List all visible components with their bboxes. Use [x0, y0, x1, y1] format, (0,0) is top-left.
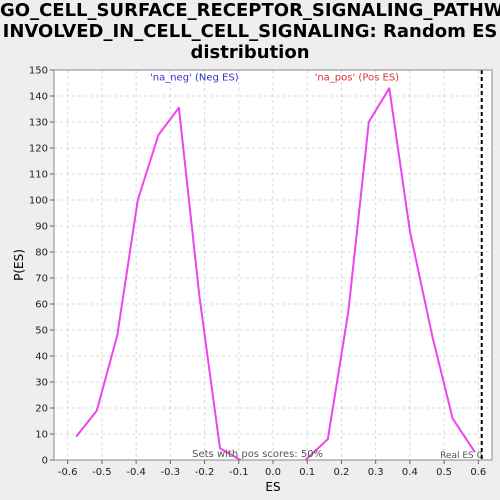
x-tick-label: 0.0: [265, 467, 281, 478]
y-tick-label: 60: [35, 300, 48, 311]
y-tick-label: 50: [35, 326, 48, 337]
x-tick-label: 0.3: [368, 467, 384, 478]
x-tick-label: -0.4: [126, 467, 146, 478]
y-tick-label: 80: [35, 248, 48, 259]
y-tick-label: 10: [35, 430, 48, 441]
y-tick-label: 40: [35, 352, 48, 363]
x-axis-label: ES: [265, 480, 280, 494]
x-axis: -0.6 -0.5 -0.4 -0.3 -0.2 -0.1 0.0 0.1 0.2 0.3 0.4 0…: [58, 460, 486, 478]
x-tick-label: -0.6: [58, 467, 78, 478]
x-tick-label: -0.1: [229, 467, 249, 478]
grid-lines: [54, 69, 492, 461]
x-tick-label: 0.2: [333, 467, 349, 478]
chart-title-line-2: INVOLVED_IN_CELL_CELL_SIGNALING: Random …: [2, 21, 498, 42]
pos-es-label: 'na_pos' (Pos ES): [315, 72, 400, 83]
neg-es-label: 'na_neg' (Neg ES): [150, 72, 239, 83]
chart-title-line-3: distribution: [190, 42, 310, 63]
y-tick-label: 30: [35, 378, 48, 389]
y-axis-label: P(ES): [12, 249, 26, 281]
x-tick-label: 0.4: [402, 467, 418, 478]
y-tick-label: 150: [29, 66, 48, 77]
y-tick-label: 140: [29, 92, 48, 103]
y-tick-label: 20: [35, 404, 48, 415]
x-tick-label: 0.1: [299, 467, 315, 478]
x-tick-label: 0.6: [470, 467, 486, 478]
x-tick-label: -0.2: [195, 467, 215, 478]
y-tick-label: 130: [29, 118, 48, 129]
y-tick-label: 70: [35, 274, 48, 285]
y-tick-label: 90: [35, 222, 48, 233]
pos-es-curve: [304, 87, 476, 461]
x-tick-label: -0.3: [161, 467, 181, 478]
y-tick-label: 100: [29, 196, 48, 207]
series-curves: [75, 87, 476, 461]
y-tick-label: 0: [42, 456, 48, 467]
annotations: 'na_neg' (Neg ES) 'na_pos' (Pos ES) Sets w…: [150, 72, 483, 461]
x-tick-label: 0.5: [436, 467, 452, 478]
chart-title: GO_CELL_SURFACE_RECEPTOR_SIGNALING_PATHW…: [0, 0, 500, 63]
y-tick-label: 120: [29, 144, 48, 155]
neg-es-curve: [75, 106, 241, 461]
x-tick-label: -0.5: [92, 467, 112, 478]
y-axis: 0 10 20 30 40 50 60 70 80 90 100 110 120 130 140 150: [29, 66, 54, 467]
y-tick-label: 110: [29, 170, 48, 181]
real-es-note: Real ES 0: [440, 451, 483, 461]
chart-title-line-1: GO_CELL_SURFACE_RECEPTOR_SIGNALING_PATHW…: [0, 0, 500, 21]
pos-scores-note: Sets with pos scores: 50%: [192, 449, 323, 460]
